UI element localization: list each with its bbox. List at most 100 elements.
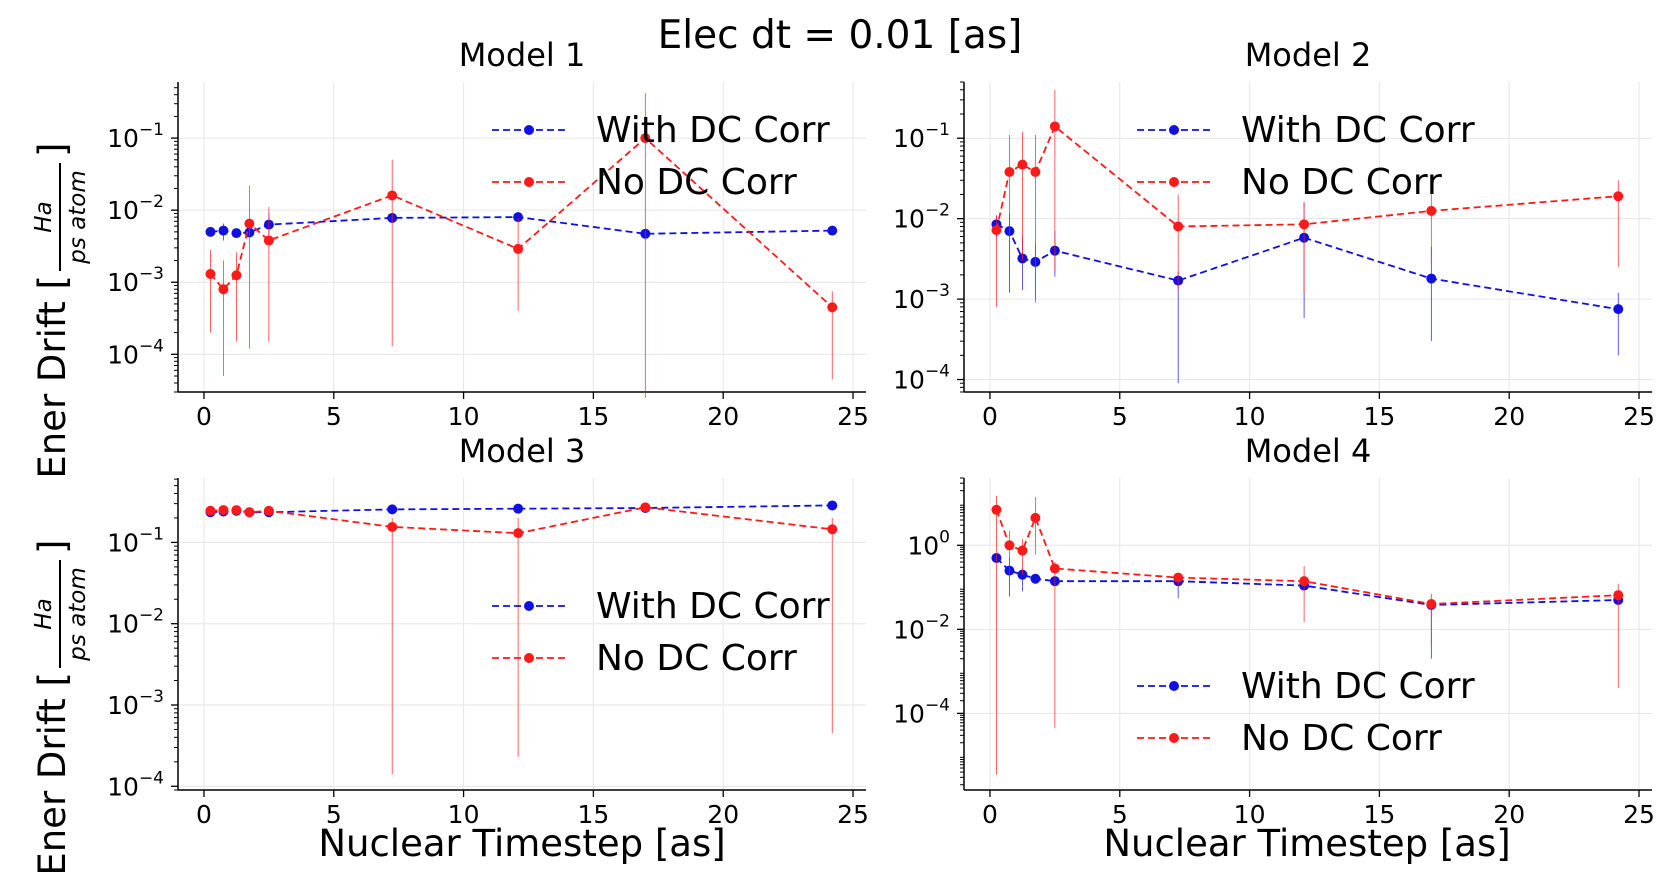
y-tick-label: 10−4	[107, 336, 164, 369]
y-tick-label: 10−1	[893, 120, 950, 153]
y-tick-label: 10−3	[107, 264, 164, 297]
no-dc-corr-point	[1613, 590, 1624, 601]
legend-label-with-dc-corr: With DC Corr	[596, 586, 830, 627]
y-tick-label: 10−2	[893, 611, 950, 644]
y-axis-label-denominator: ps atom	[65, 170, 91, 264]
x-tick-label: 20	[707, 800, 739, 829]
y-tick-label: 10−2	[107, 606, 164, 639]
subplot-title: Model 4	[1245, 432, 1372, 470]
with-dc-corr-point	[231, 228, 242, 239]
legend: With DC Corr No DC Corr	[1137, 666, 1475, 759]
legend-marker-no-dc-corr	[524, 177, 534, 187]
y-axis-label-main: Ener Drift [	[31, 672, 74, 876]
no-dc-corr-point	[1299, 219, 1310, 230]
no-dc-corr-point	[1030, 512, 1041, 523]
with-dc-corr-point	[387, 504, 398, 515]
with-dc-corr-point	[513, 503, 524, 514]
no-dc-corr-point	[263, 505, 274, 516]
y-tick-label: 10−3	[893, 281, 950, 314]
x-tick-label: 10	[448, 800, 480, 829]
no-dc-corr-point	[205, 269, 216, 280]
no-dc-corr-point	[231, 505, 242, 516]
subplot-title: Model 1	[459, 36, 586, 74]
x-axis-label-right: Nuclear Timestep [as]	[1103, 822, 1510, 865]
x-tick-label: 5	[1112, 402, 1128, 431]
x-tick-label: 25	[1623, 402, 1655, 431]
no-dc-corr-point	[1004, 167, 1015, 178]
y-tick-label: 100	[907, 527, 950, 560]
no-dc-corr-series-line	[209, 136, 833, 308]
subplot-model-4: Model 4 0 5 10 15 20 25 10−4 10−2 100 With DC Corr…	[893, 432, 1655, 829]
legend-marker-with-dc-corr	[1169, 125, 1179, 135]
y-tick-label: 10−1	[107, 524, 164, 557]
y-axis-label-close: ]	[31, 143, 74, 157]
no-dc-corr-point	[1030, 167, 1041, 178]
no-dc-corr-point	[1426, 599, 1437, 610]
y-axis-label-numerator: Ha	[31, 598, 57, 629]
no-dc-corr-point	[1049, 563, 1060, 574]
x-tick-label: 15	[577, 402, 609, 431]
x-tick-label: 15	[577, 800, 609, 829]
subplot-model-1: Model 1 0 5 10 15 20 25 10−4 10−3 10−2 10−1 With DC…	[107, 36, 869, 431]
legend-label-no-dc-corr: No DC Corr	[1241, 162, 1442, 203]
legend: With DC Corr No DC Corr	[492, 586, 830, 679]
figure-title: Elec dt = 0.01 [as]	[658, 13, 1023, 58]
legend-marker-with-dc-corr	[524, 601, 534, 611]
legend-marker-with-dc-corr	[524, 125, 534, 135]
with-dc-corr-point	[827, 500, 838, 511]
y-tick-label: 10−3	[107, 687, 164, 720]
no-dc-corr-point	[244, 507, 255, 518]
no-dc-corr-point	[640, 502, 651, 513]
x-tick-label: 25	[837, 800, 869, 829]
no-dc-corr-point	[387, 190, 398, 201]
y-axis-label-close: ]	[31, 540, 74, 554]
no-dc-corr-point	[1613, 191, 1624, 202]
no-dc-corr-point	[218, 284, 229, 295]
no-dc-corr-point	[1004, 540, 1015, 551]
no-dc-corr-point	[827, 524, 838, 535]
legend: With DC Corr No DC Corr	[492, 110, 830, 203]
no-dc-corr-point	[991, 225, 1002, 236]
with-dc-corr-point	[1426, 273, 1437, 284]
legend-label-no-dc-corr: No DC Corr	[596, 638, 797, 679]
x-tick-label: 20	[707, 402, 739, 431]
with-dc-corr-point	[827, 225, 838, 236]
x-tick-label: 0	[196, 402, 212, 431]
x-tick-label: 25	[837, 402, 869, 431]
y-axis-label-numerator: Ha	[31, 201, 57, 232]
x-tick-label: 0	[982, 800, 998, 829]
no-dc-corr-point	[1017, 159, 1028, 170]
no-dc-corr-point	[1426, 205, 1437, 216]
legend-label-no-dc-corr: No DC Corr	[596, 162, 797, 203]
no-dc-corr-point	[1173, 221, 1184, 232]
legend-label-no-dc-corr: No DC Corr	[1241, 718, 1442, 759]
no-dc-corr-point	[205, 505, 216, 516]
with-dc-corr-point	[218, 225, 229, 236]
no-dc-corr-point	[231, 270, 242, 281]
y-tick-label: 10−4	[893, 695, 950, 728]
x-tick-label: 25	[1623, 800, 1655, 829]
with-dc-corr-point	[513, 212, 524, 223]
legend-label-with-dc-corr: With DC Corr	[1241, 110, 1475, 151]
no-dc-corr-point	[1299, 576, 1310, 587]
with-dc-corr-point	[1613, 304, 1624, 315]
with-dc-corr-point	[205, 226, 216, 237]
no-dc-corr-point	[244, 218, 255, 229]
no-dc-corr-point	[1017, 545, 1028, 556]
no-dc-corr-point	[991, 504, 1002, 515]
no-dc-corr-point	[827, 302, 838, 313]
legend-label-with-dc-corr: With DC Corr	[596, 110, 830, 151]
legend-marker-no-dc-corr	[1169, 177, 1179, 187]
x-tick-label: 5	[1112, 800, 1128, 829]
legend: With DC Corr No DC Corr	[1137, 110, 1475, 203]
with-dc-corr-point	[1030, 573, 1041, 584]
no-dc-corr-point	[513, 528, 524, 539]
y-tick-label: 10−2	[107, 192, 164, 225]
subplot-model-2: Model 2 0 5 10 15 20 25 10−4 10−3 10−2 10−1 With DC…	[893, 36, 1655, 431]
no-dc-corr-series-line	[995, 509, 1619, 605]
legend-marker-with-dc-corr	[1169, 681, 1179, 691]
subplot-title: Model 3	[459, 432, 586, 470]
subplot-model-3: Model 3 0 5 10 15 20 25 10−4 10−3 10−2 10−1 With DC…	[107, 432, 869, 829]
no-dc-corr-point	[1173, 572, 1184, 583]
x-tick-label: 10	[1234, 402, 1266, 431]
